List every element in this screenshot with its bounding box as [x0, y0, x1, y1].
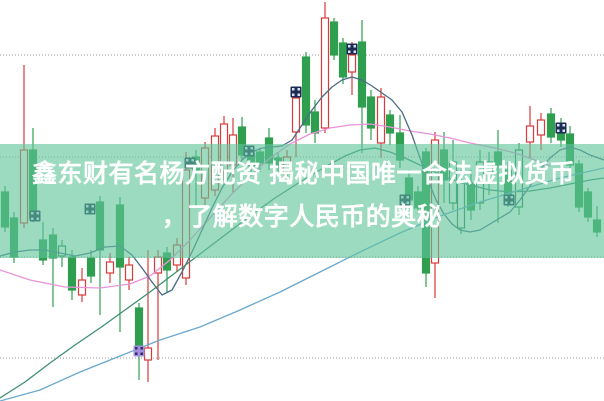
ma-pink — [0, 123, 551, 289]
banner-text: 鑫东财有名杨方配资 揭秘中国唯一合法虚拟货币 ，了解数字人民币的奥秘 — [32, 144, 575, 244]
signal-marker-icon — [346, 43, 358, 55]
banner-line-2: ，了解数字人民币的奥秘 — [161, 203, 443, 231]
banner-line-1: 鑫东财有名杨方配资 揭秘中国唯一合法虚拟货币 — [32, 160, 575, 188]
low-point-marker-icon — [133, 345, 145, 357]
signal-marker-icon — [555, 122, 567, 134]
overlay-banner: 鑫东财有名杨方配资 揭秘中国唯一合法虚拟货币 ，了解数字人民币的奥秘 — [0, 144, 604, 258]
signal-marker-icon — [290, 86, 302, 98]
